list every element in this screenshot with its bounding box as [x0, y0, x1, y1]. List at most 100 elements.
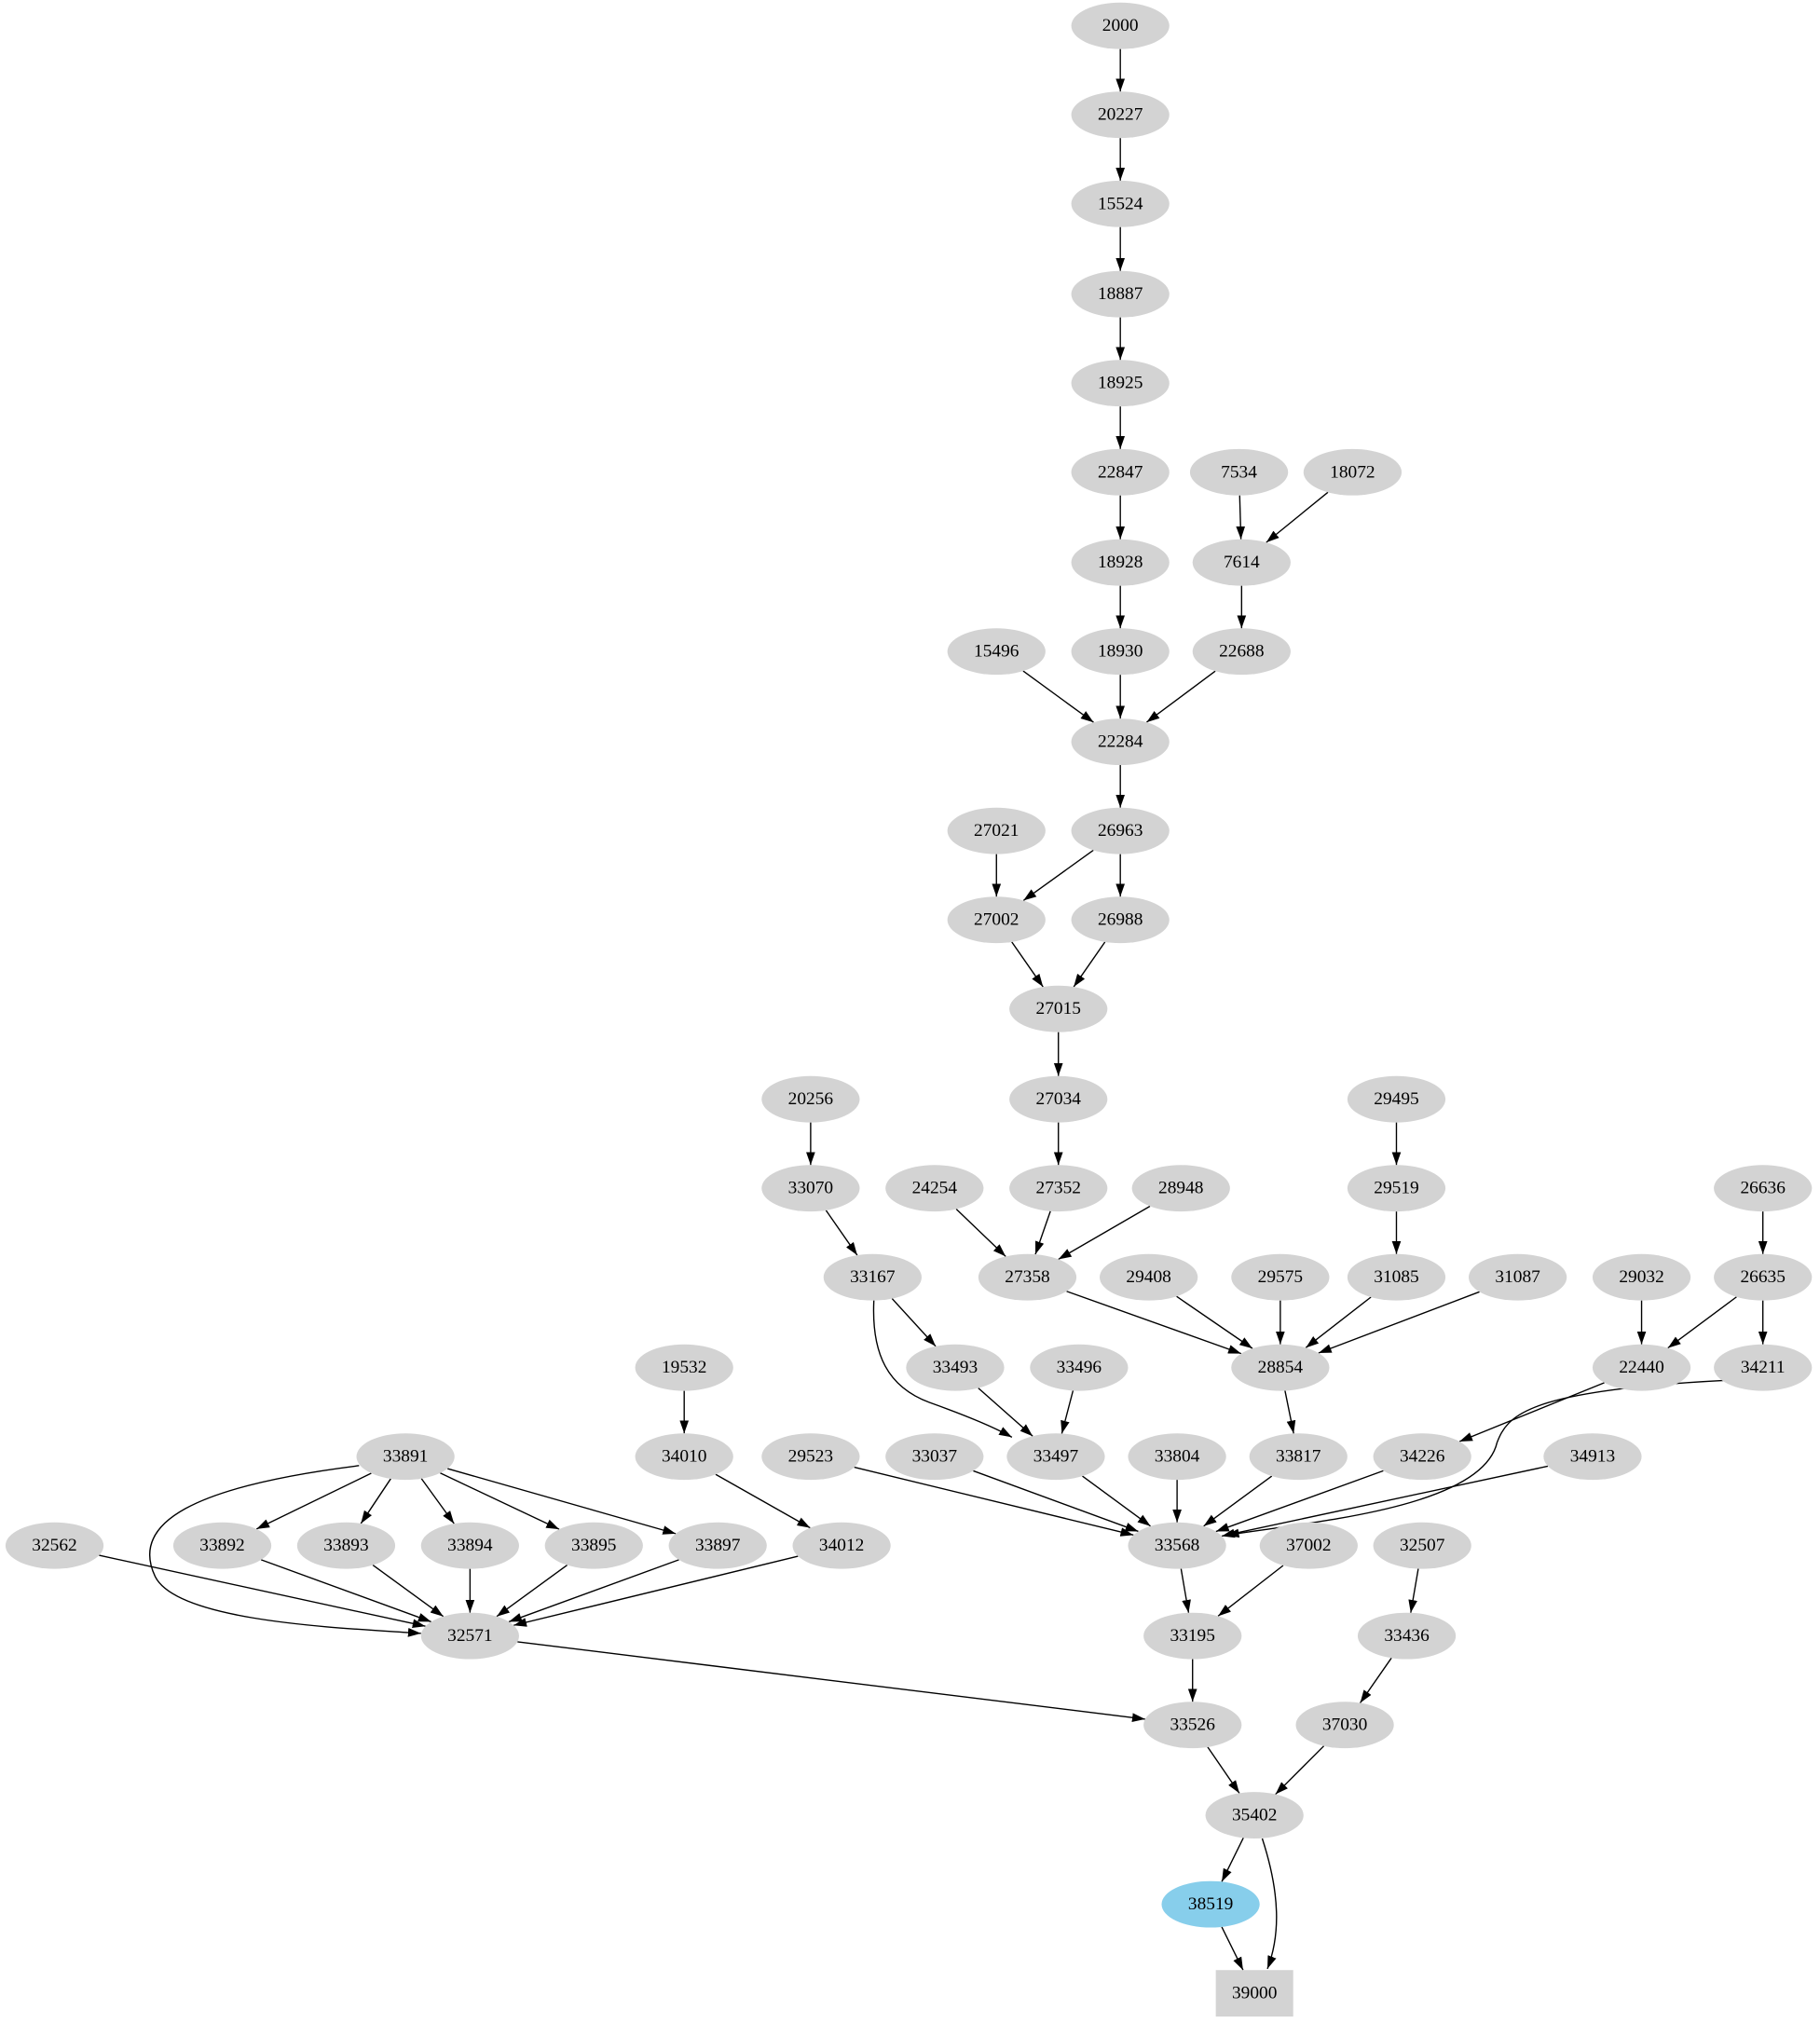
- node-37030[interactable]: 37030: [1295, 1702, 1394, 1749]
- node-shape: [1131, 1165, 1230, 1212]
- node-33496[interactable]: 33496: [1030, 1344, 1129, 1391]
- node-32507[interactable]: 32507: [1373, 1522, 1471, 1569]
- node-29523[interactable]: 29523: [761, 1433, 860, 1481]
- node-18930[interactable]: 18930: [1071, 628, 1170, 676]
- node-shape: [1249, 1433, 1348, 1481]
- node-label: 27034: [1036, 1089, 1082, 1109]
- node-label: 27021: [974, 821, 1019, 841]
- node-34226[interactable]: 34226: [1373, 1433, 1471, 1481]
- edge-29523-33568: [854, 1466, 1134, 1537]
- node-22440[interactable]: 22440: [1592, 1344, 1691, 1391]
- node-33897[interactable]: 33897: [668, 1522, 767, 1569]
- node-33891[interactable]: 33891: [356, 1433, 455, 1481]
- node-18887[interactable]: 18887: [1071, 270, 1170, 318]
- node-22284[interactable]: 22284: [1071, 718, 1170, 766]
- node-15524[interactable]: 15524: [1071, 180, 1170, 227]
- edge-33897-32571: [508, 1559, 679, 1623]
- node-34012[interactable]: 34012: [792, 1522, 891, 1569]
- node-26963[interactable]: 26963: [1071, 807, 1170, 854]
- node-39000[interactable]: 39000: [1215, 1970, 1293, 2017]
- node-shape: [1714, 1165, 1813, 1212]
- node-shape: [1143, 1702, 1242, 1749]
- node-33493[interactable]: 33493: [906, 1344, 1005, 1391]
- node-31085[interactable]: 31085: [1347, 1253, 1446, 1301]
- node-18925[interactable]: 18925: [1071, 360, 1170, 407]
- node-33070[interactable]: 33070: [761, 1165, 860, 1212]
- node-label: 22688: [1219, 642, 1264, 662]
- node-shape: [1347, 1165, 1446, 1212]
- node-19532[interactable]: 19532: [635, 1344, 733, 1391]
- node-29519[interactable]: 29519: [1347, 1165, 1446, 1212]
- node-shape: [978, 1253, 1077, 1301]
- edge-33891-33895: [440, 1472, 560, 1530]
- node-32571[interactable]: 32571: [420, 1612, 519, 1660]
- node-33817[interactable]: 33817: [1249, 1433, 1348, 1481]
- node-27015[interactable]: 27015: [1009, 985, 1108, 1032]
- node-29032[interactable]: 29032: [1592, 1253, 1691, 1301]
- node-33037[interactable]: 33037: [885, 1433, 984, 1481]
- node-33894[interactable]: 33894: [420, 1522, 519, 1569]
- node-34211[interactable]: 34211: [1714, 1344, 1813, 1391]
- node-shape: [1071, 896, 1170, 944]
- node-26636[interactable]: 26636: [1714, 1165, 1813, 1212]
- node-27358[interactable]: 27358: [978, 1253, 1077, 1301]
- node-29408[interactable]: 29408: [1100, 1253, 1198, 1301]
- node-shape: [635, 1344, 733, 1391]
- node-37002[interactable]: 37002: [1259, 1522, 1358, 1569]
- node-26635[interactable]: 26635: [1714, 1253, 1813, 1301]
- node-15496[interactable]: 15496: [947, 628, 1046, 676]
- edge-18072-7614: [1266, 491, 1329, 543]
- node-29495[interactable]: 29495: [1347, 1075, 1446, 1123]
- edge-33167-33493: [891, 1298, 937, 1347]
- node-shape: [1009, 1165, 1108, 1212]
- node-27352[interactable]: 27352: [1009, 1165, 1108, 1212]
- node-34010[interactable]: 34010: [635, 1433, 733, 1481]
- node-33893[interactable]: 33893: [296, 1522, 396, 1569]
- node-33804[interactable]: 33804: [1128, 1433, 1226, 1481]
- node-28948[interactable]: 28948: [1131, 1165, 1230, 1212]
- node-33568[interactable]: 33568: [1128, 1522, 1226, 1569]
- node-label: 33195: [1170, 1626, 1215, 1646]
- node-20227[interactable]: 20227: [1071, 91, 1170, 139]
- node-32562[interactable]: 32562: [5, 1522, 104, 1569]
- node-33892[interactable]: 33892: [172, 1522, 272, 1569]
- node-2000[interactable]: 2000: [1071, 2, 1170, 49]
- node-27002[interactable]: 27002: [947, 896, 1046, 944]
- node-28854[interactable]: 28854: [1231, 1344, 1330, 1391]
- node-label: 32571: [447, 1626, 492, 1646]
- node-7614[interactable]: 7614: [1192, 539, 1291, 586]
- node-33436[interactable]: 33436: [1357, 1612, 1457, 1660]
- node-33895[interactable]: 33895: [544, 1522, 643, 1569]
- node-33526[interactable]: 33526: [1143, 1702, 1242, 1749]
- node-33167[interactable]: 33167: [823, 1253, 922, 1301]
- node-label: 33436: [1384, 1626, 1430, 1646]
- node-22688[interactable]: 22688: [1192, 628, 1291, 676]
- node-7534[interactable]: 7534: [1189, 448, 1289, 496]
- node-27034[interactable]: 27034: [1009, 1075, 1108, 1123]
- node-26988[interactable]: 26988: [1071, 896, 1170, 944]
- node-24254[interactable]: 24254: [885, 1165, 984, 1212]
- node-18928[interactable]: 18928: [1071, 539, 1170, 586]
- node-label: 18887: [1098, 284, 1143, 304]
- node-34913[interactable]: 34913: [1543, 1433, 1642, 1481]
- node-35402[interactable]: 35402: [1205, 1792, 1304, 1839]
- node-31087[interactable]: 31087: [1469, 1253, 1567, 1301]
- node-33497[interactable]: 33497: [1006, 1433, 1105, 1481]
- node-27021[interactable]: 27021: [947, 807, 1046, 854]
- edge-27002-27015: [1011, 941, 1044, 988]
- node-shape: [1071, 180, 1170, 227]
- node-22847[interactable]: 22847: [1071, 448, 1170, 496]
- node-20256[interactable]: 20256: [761, 1075, 860, 1123]
- edge-32562-32571: [99, 1554, 426, 1629]
- node-label: 29495: [1374, 1089, 1418, 1109]
- edge-33893-32571: [372, 1565, 445, 1618]
- node-18072[interactable]: 18072: [1303, 448, 1403, 496]
- node-label: 33496: [1057, 1358, 1102, 1377]
- node-29575[interactable]: 29575: [1231, 1253, 1330, 1301]
- node-33195[interactable]: 33195: [1143, 1612, 1242, 1660]
- node-label: 26988: [1098, 910, 1143, 930]
- node-shape: [1592, 1253, 1691, 1301]
- node-label: 37002: [1286, 1536, 1331, 1555]
- node-shape: [1071, 628, 1170, 676]
- node-38519[interactable]: 38519: [1161, 1880, 1260, 1928]
